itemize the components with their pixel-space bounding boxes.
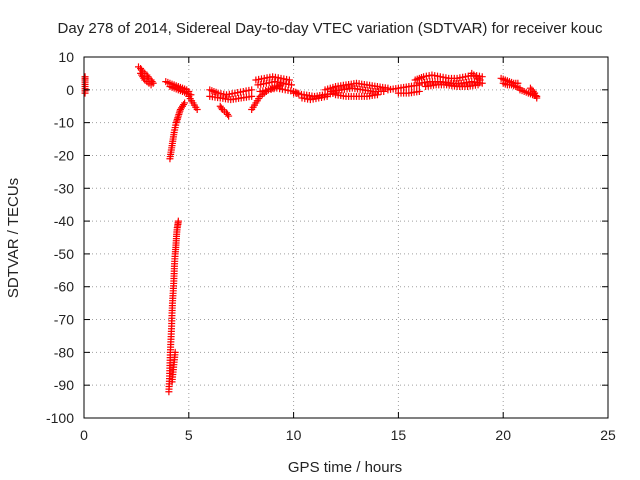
data-point — [285, 76, 293, 84]
data-point — [415, 87, 423, 95]
y-tick-label: -100 — [46, 410, 74, 426]
x-tick-labels: 0 5 10 15 20 25 — [80, 427, 616, 443]
y-axis-title: SDTVAR / TECUs — [5, 178, 22, 298]
data-point — [81, 89, 89, 97]
y-tick-label: -40 — [54, 213, 74, 229]
data-point — [248, 92, 256, 100]
data-point — [180, 101, 188, 109]
y-tick-label: -20 — [54, 147, 74, 163]
x-tick-label: 20 — [495, 427, 511, 443]
data-point — [288, 81, 296, 89]
data-point — [323, 92, 331, 100]
y-tick-label: -90 — [54, 377, 74, 393]
data-point — [474, 81, 482, 89]
data-points — [81, 63, 541, 396]
data-point — [373, 91, 381, 99]
data-point — [140, 74, 148, 82]
x-tick-label: 0 — [80, 427, 88, 443]
y-tick-label: -30 — [54, 180, 74, 196]
y-tick-label: -50 — [54, 246, 74, 262]
y-tick-label: -60 — [54, 279, 74, 295]
y-tick-label: -70 — [54, 312, 74, 328]
data-point — [380, 87, 388, 95]
x-axis-title: GPS time / hours — [288, 459, 402, 476]
data-point — [248, 86, 256, 94]
axis-ticks — [83, 56, 609, 419]
data-point — [147, 81, 155, 89]
y-tick-label: -80 — [54, 344, 74, 360]
data-point — [529, 87, 537, 95]
y-tick-label: -10 — [54, 115, 74, 131]
data-point — [224, 110, 232, 118]
x-tick-label: 10 — [286, 427, 302, 443]
data-point — [533, 94, 541, 102]
x-tick-label: 5 — [185, 427, 193, 443]
x-tick-label: 25 — [600, 427, 616, 443]
data-point — [171, 348, 179, 356]
y-tick-label: 0 — [66, 82, 74, 98]
data-point — [174, 217, 182, 225]
y-tick-labels: 10 0 -10 -20 -30 -40 -50 -60 -70 -80 -90 -100 — [46, 49, 74, 426]
y-tick-label: 10 — [58, 49, 74, 65]
chart-title: Day 278 of 2014, Sidereal Day-to-day VTE… — [58, 20, 603, 37]
plot-frame — [83, 56, 609, 419]
data-point — [476, 76, 484, 84]
grid-lines — [84, 57, 608, 418]
data-point — [217, 104, 225, 112]
data-point — [193, 106, 201, 114]
data-point — [225, 112, 233, 120]
data-point — [181, 99, 189, 107]
x-tick-label: 15 — [391, 427, 407, 443]
